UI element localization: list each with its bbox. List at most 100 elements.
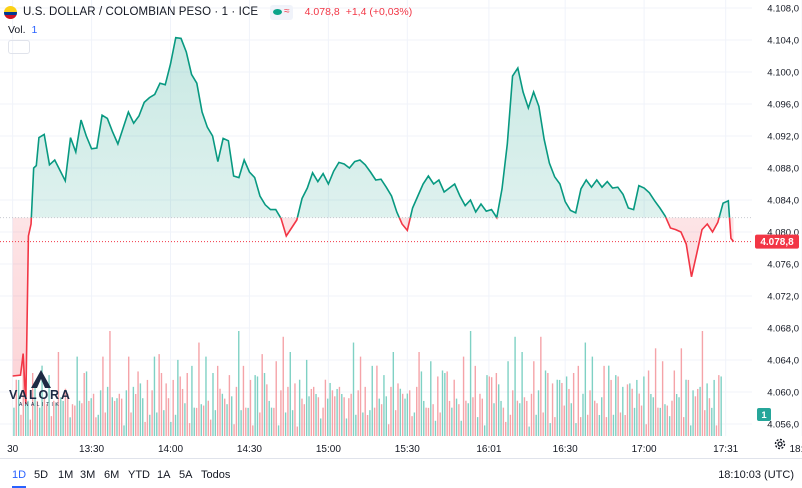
volume-bar [36, 400, 39, 436]
volume-bar [336, 388, 338, 436]
volume-bar [697, 388, 699, 436]
volume-bar [558, 379, 561, 436]
volume-bar [439, 412, 441, 436]
volume-bar [690, 425, 692, 436]
volume-bar [535, 414, 537, 436]
bottom-toolbar: 1D 5D 1M 3M 6M YTD 1A 5A Todos 18:10:03 … [0, 458, 802, 488]
volume-bar [474, 365, 476, 436]
volume-bar [193, 407, 195, 436]
y-axis: 4.108,0 4.104,0 4.100,0 4.096,0 4.092,0 4.088… [767, 4, 799, 431]
volume-bar [34, 384, 36, 436]
volume-bar [322, 407, 324, 436]
symbol-title[interactable]: U.S. DOLLAR / COLOMBIAN PESO · 1 · ICE [23, 6, 259, 18]
collapse-legend-button[interactable] [8, 40, 30, 54]
volume-bar [280, 390, 282, 436]
volume-bar [505, 421, 507, 436]
volume-bar [605, 417, 608, 436]
volume-bar [444, 373, 446, 436]
volume-bar [247, 407, 249, 436]
volume-bar [643, 376, 645, 436]
volume-bar [390, 386, 392, 436]
timeframe-1a[interactable]: 1A [157, 469, 171, 481]
volume-bar [158, 354, 160, 436]
volume-bar [397, 383, 399, 436]
volume-bar [268, 400, 270, 436]
volume-bar [350, 393, 352, 436]
volume-bar [135, 394, 137, 436]
volume-bar [15, 379, 17, 436]
volume-bar [666, 405, 669, 436]
volume-bar [362, 412, 364, 436]
y-tick-label: 4.108,0 [767, 4, 799, 15]
volume-bar [116, 398, 118, 436]
volume-bar [341, 394, 343, 436]
timeframe-1d[interactable]: 1D [12, 469, 27, 488]
timeframe-ytd[interactable]: YTD [128, 469, 150, 481]
volume-bar [455, 398, 458, 436]
volume-bar [373, 407, 376, 436]
volume-bar [483, 425, 486, 436]
volume-bar [338, 386, 341, 436]
volume-bar [401, 393, 404, 436]
volume-bar [343, 397, 345, 436]
volume-bar [500, 400, 502, 436]
volume-bar [249, 379, 252, 436]
x-tick-label: 17:31 [713, 444, 738, 455]
volume-bar [647, 370, 650, 436]
timeframe-5a[interactable]: 5A [179, 469, 193, 481]
market-status-icon[interactable]: ≈ [270, 4, 293, 20]
settings-gear-icon[interactable] [773, 437, 787, 451]
x-tick-label: 30 [7, 444, 19, 455]
timeframe-todos[interactable]: Todos [201, 469, 231, 481]
volume-bar [488, 376, 491, 436]
volume-bar [661, 361, 664, 436]
volume-bar [622, 386, 624, 436]
volume-bar [170, 421, 172, 436]
volume-legend[interactable]: Vol. 1 [8, 24, 37, 36]
volume-bar [113, 400, 116, 436]
volume-bar [638, 393, 640, 436]
y-tick-label: 4.076,0 [767, 260, 799, 271]
volume-bar [467, 403, 469, 436]
volume-bar [334, 396, 336, 436]
volume-bar [205, 356, 207, 436]
volume-bar [303, 404, 306, 436]
x-tick-label: 14:30 [237, 444, 262, 455]
volume-bar [537, 390, 540, 436]
volume-bar [123, 425, 125, 436]
x-tick-label: 15:00 [316, 444, 341, 455]
volume-bar [366, 415, 369, 436]
volume-bar [99, 390, 102, 436]
volume-bar [416, 386, 418, 436]
volume-bar [312, 386, 315, 436]
volume-bar [446, 371, 448, 436]
volume-bar [675, 394, 678, 436]
timeframe-6m[interactable]: 6M [104, 469, 120, 481]
volume-bar [41, 365, 43, 436]
y-tick-label: 4.096,0 [767, 100, 799, 111]
volume-bar [149, 414, 151, 436]
volume-bar [355, 414, 357, 436]
volume-bar [67, 393, 69, 436]
timeframe-5d[interactable]: 5D [34, 469, 49, 481]
volume-bar [603, 365, 605, 436]
clock: 18:10:03 (UTC) [718, 469, 794, 481]
y-tick-label: 4.060,0 [767, 388, 799, 399]
volume-bar [50, 416, 53, 436]
volume-bar [650, 394, 652, 436]
volume-bar [479, 393, 481, 436]
volume-bar [242, 365, 245, 436]
volume-bar [427, 407, 430, 436]
x-tick-label: 18:00 [789, 444, 802, 455]
timeframe-1m[interactable]: 1M [58, 469, 74, 481]
volume-bar [238, 331, 240, 436]
volume-bar [481, 398, 484, 436]
volume-bar [291, 410, 294, 436]
volume-bar [301, 398, 303, 436]
timeframe-3m[interactable]: 3M [80, 469, 96, 481]
volume-bar [151, 390, 153, 436]
volume-bar [682, 417, 685, 436]
volume-bar [153, 356, 156, 436]
volume-bar [654, 348, 657, 436]
volume-bar [582, 393, 584, 436]
